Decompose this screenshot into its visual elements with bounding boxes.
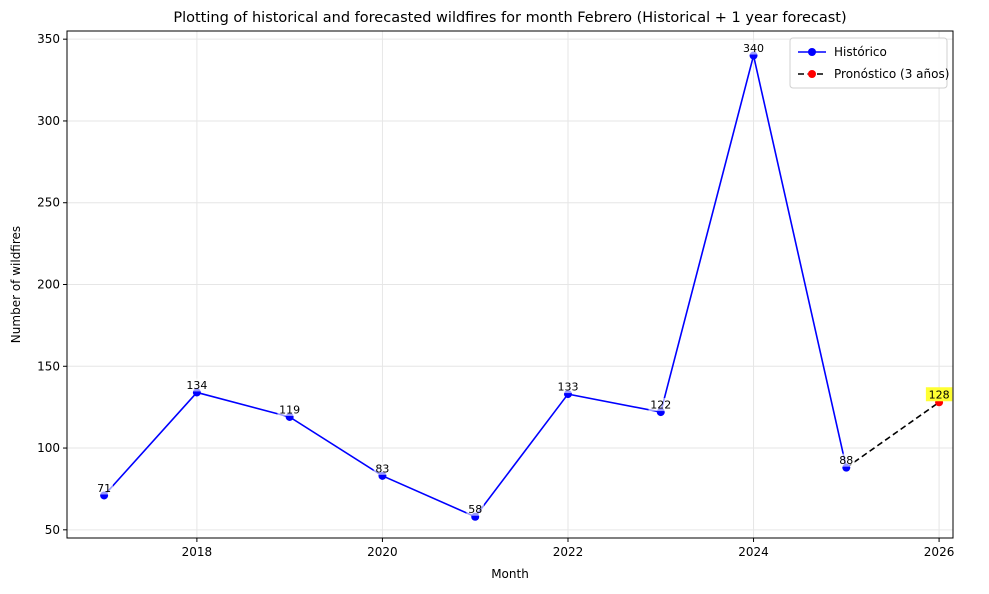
legend-label: Histórico [834,45,887,59]
historical-data-label: 71 [97,482,111,495]
x-axis-ticks: 2018 2020 2022 2024 2026 [182,538,955,559]
historical-data-label: 122 [650,399,671,412]
y-tick-label: 100 [37,441,60,455]
forecast-line [845,401,940,469]
legend-swatch-marker [808,70,816,78]
data-label-halo [184,378,210,392]
y-axis-ticks: 50 100 150 200 250 300 350 [37,32,67,537]
historical-data-label: 88 [839,454,853,467]
data-label-halo [648,398,673,412]
x-tick-label: 2026 [924,545,955,559]
grid [67,31,953,538]
chart-title: Plotting of historical and forecasted wi… [173,10,846,26]
data-label-halo [373,461,392,475]
x-tick-label: 2022 [553,545,584,559]
legend-swatch-marker [808,48,816,56]
data-label-halo [837,453,856,467]
legend: Histórico Pronóstico (3 años) [789,37,949,89]
y-tick-label: 250 [37,196,60,210]
historical-data-label: 58 [468,503,482,516]
forecast-data-label: 128 [929,388,950,401]
historical-data-label: 340 [743,42,764,55]
x-tick-label: 2024 [738,545,769,559]
legend-label: Pronóstico (3 años) [834,67,949,81]
data-label-halo [466,502,485,516]
data-label-halo [277,402,302,416]
y-tick-label: 300 [37,114,60,128]
historical-data-label: 83 [375,462,389,475]
y-tick-label: 200 [37,278,60,292]
data-label-halo [95,481,113,495]
y-axis-label: Number of wildfires [9,226,23,343]
series-points [100,51,944,521]
historical-data-label: 119 [279,403,300,416]
historical-data-label: 134 [186,379,207,392]
data-label-halo [555,380,581,394]
y-tick-label: 350 [37,32,60,46]
forecast-label-highlight [925,387,953,402]
data-labels: 71 134 119 83 58 133 122 340 88 128 [95,41,953,516]
y-tick-label: 50 [45,523,60,537]
x-axis-label: Month [491,567,529,581]
y-tick-label: 150 [37,359,60,373]
legend-box [789,37,948,89]
historical-data-label: 133 [557,381,578,394]
x-tick-label: 2020 [367,545,398,559]
x-tick-label: 2018 [182,545,213,559]
data-label-halo [741,41,766,55]
